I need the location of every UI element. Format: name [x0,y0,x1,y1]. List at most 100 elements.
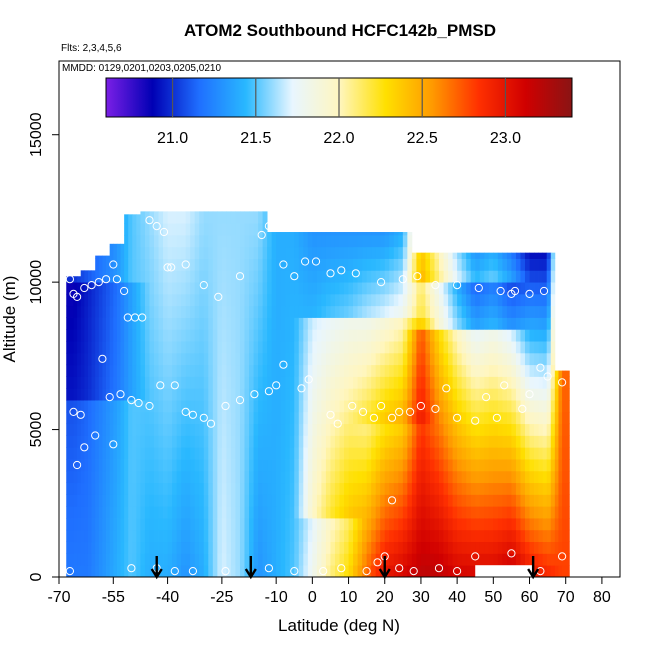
heatmap-cell [362,423,368,436]
heatmap-cell [109,435,114,448]
heatmap-cell [334,317,340,330]
heatmap-cell [506,541,512,554]
heatmap-cell [529,506,535,519]
heatmap-cell [208,423,214,436]
heatmap-cell [425,293,431,307]
heatmap-cell [244,258,250,271]
heatmap-cell [120,447,125,460]
heatmap-cell [106,529,111,543]
heatmap-cell [253,565,259,577]
heatmap-cell [542,258,548,271]
heatmap-cell [132,293,137,307]
heatmap-cell [366,518,372,531]
heatmap-cell [357,388,363,401]
heatmap-cell [109,470,114,484]
heatmap-cell [230,246,236,259]
heatmap-cell [91,364,96,377]
heatmap-cell [267,317,273,330]
heatmap-cell [258,529,263,543]
heatmap-cell [276,518,282,531]
heatmap-cell [339,400,345,413]
heatmap-cell [199,494,205,507]
heatmap-cell [87,341,92,354]
heatmap-cell [565,376,570,389]
heatmap-cell [149,223,155,236]
heatmap-cell [91,529,96,543]
sample-point [442,384,451,393]
heatmap-cell [124,214,129,224]
heatmap-cell [262,258,268,271]
heatmap-cell [124,459,129,472]
heatmap-cell [91,352,96,366]
heatmap-cell [124,329,129,342]
heatmap-cell [554,423,559,436]
heatmap-cell [203,423,209,436]
heatmap-cell [128,400,133,413]
heatmap-cell [239,234,245,248]
heatmap-cell [217,258,223,271]
heatmap-cell [538,258,544,271]
heatmap-cell [149,529,155,543]
heatmap-cell [502,470,508,484]
heatmap-cell [429,447,435,460]
heatmap-cell [194,541,200,554]
heatmap-cell [221,258,227,271]
heatmap-cell [294,364,300,377]
heatmap-cell [140,234,146,248]
heatmap-cell [194,506,200,519]
heatmap-cell [502,553,508,566]
heatmap-cell [244,364,250,377]
heatmap-cell [226,541,232,554]
heatmap-cell [398,423,404,436]
heatmap-cell [434,529,440,543]
heatmap-cell [425,341,431,354]
heatmap-cell [91,341,96,354]
heatmap-cell [239,223,245,236]
heatmap-cell [66,518,71,531]
heatmap-cell [344,400,349,413]
heatmap-cell [411,364,417,377]
heatmap-cell [506,364,512,377]
heatmap-cell [136,341,141,354]
heatmap-cell [167,388,173,401]
heatmap-cell [479,293,485,307]
heatmap-cell [389,529,395,543]
heatmap-cell [550,423,556,436]
heatmap-cell [244,553,250,566]
heatmap-cell [276,529,282,543]
heatmap-cell [407,529,413,543]
heatmap-cell [167,459,173,472]
heatmap-cell [208,270,214,283]
heatmap-cell [267,282,273,295]
heatmap-cell [149,258,155,271]
heatmap-cell [289,329,295,342]
heatmap-cell [98,364,103,377]
sample-point [416,401,425,411]
heatmap-cell [307,529,313,543]
heatmap-cell [466,541,472,554]
dates-note: MMDD: 0129,0201,0203,0205,0210 [62,63,221,74]
heatmap-cell [154,506,159,519]
heatmap-cell [113,400,118,413]
heatmap-cell [212,258,218,271]
heatmap-cell [542,411,548,425]
heatmap-cell [199,246,205,259]
heatmap-cell [116,482,121,495]
heatmap-cell [497,388,503,401]
heatmap-cell [411,459,417,472]
heatmap-cell [502,352,508,366]
heatmap-cell [203,352,209,366]
heatmap-cell [95,482,100,495]
heatmap-cell [253,400,259,413]
heatmap-cell [208,541,214,554]
heatmap-cell [425,258,431,271]
heatmap-cell [102,317,107,330]
heatmap-cell [529,293,535,307]
sample-point [333,419,342,428]
heatmap-cell [443,293,449,307]
heatmap-cell [69,293,74,307]
heatmap-cell [339,329,345,342]
heatmap-cell [542,400,548,413]
heatmap-cell [375,282,381,295]
heatmap-cell [66,329,71,342]
